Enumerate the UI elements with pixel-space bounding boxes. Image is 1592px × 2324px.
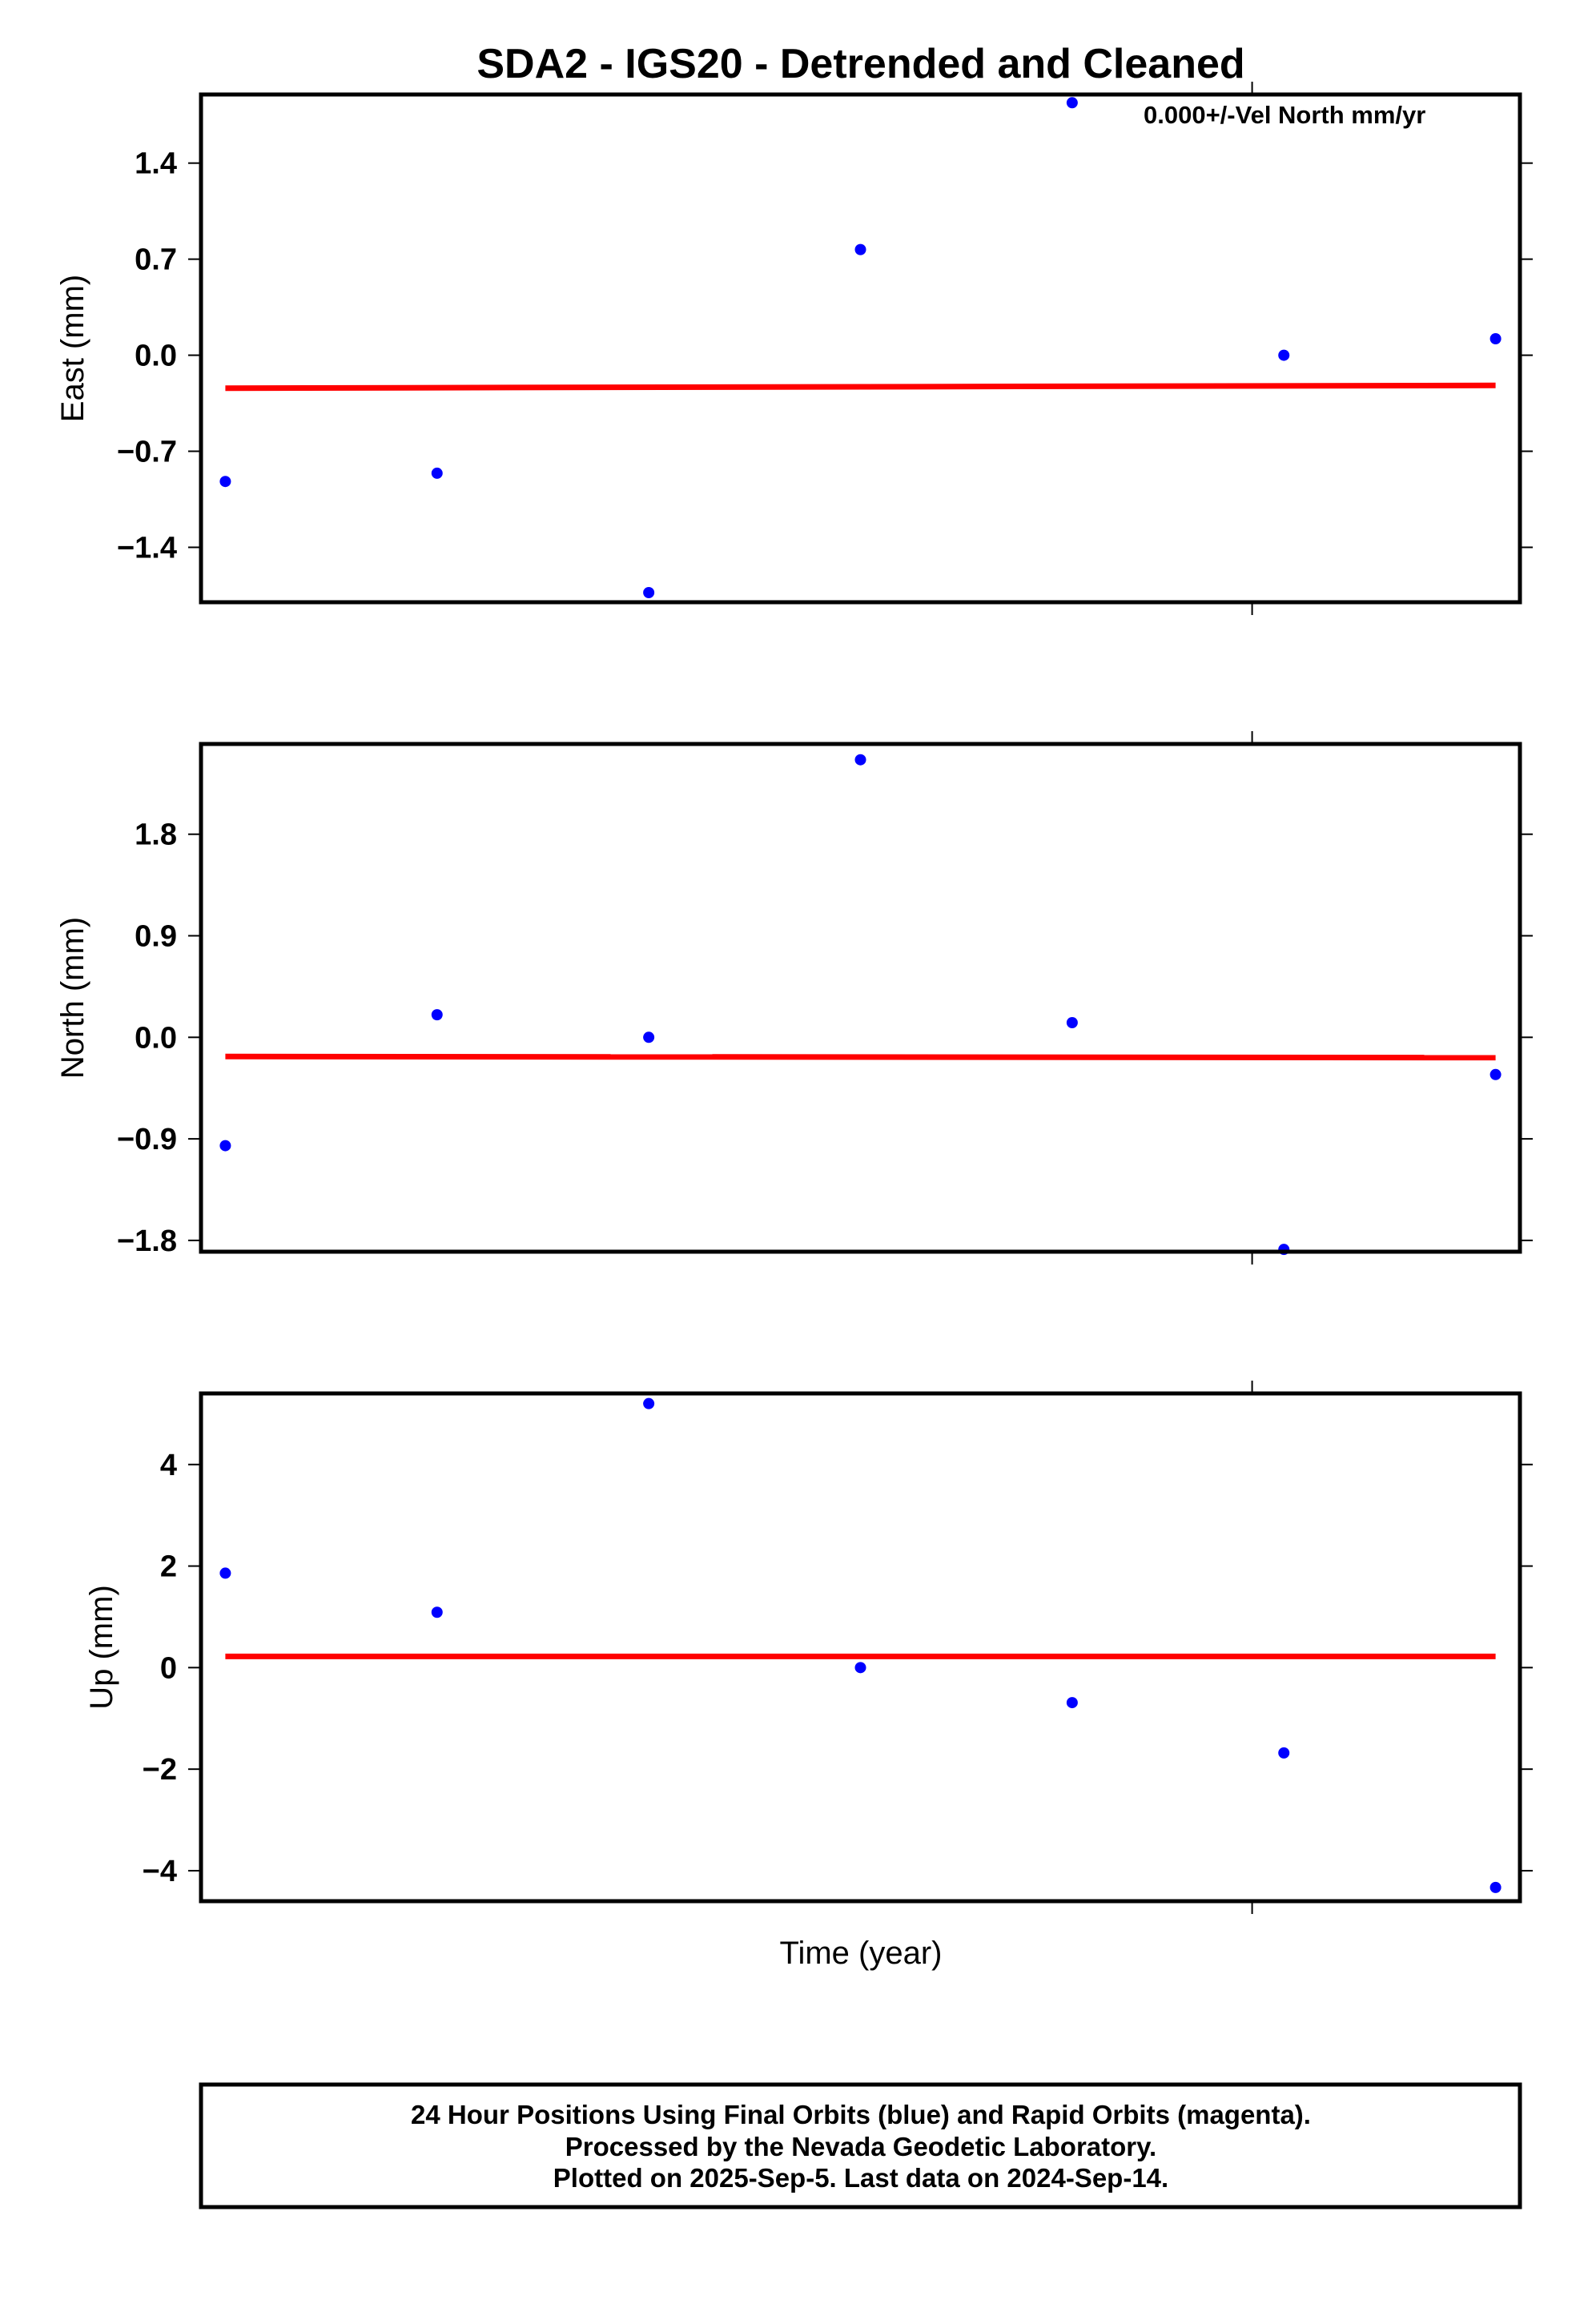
y-tick-label: 0.0 [135, 1021, 177, 1055]
velocity-note: 0.000+/-Vel North mm/yr [1144, 101, 1425, 129]
plot-frame [199, 742, 1522, 1254]
y-tick-label: −1.8 [117, 1224, 177, 1258]
data-point [431, 1009, 443, 1021]
data-point [1489, 1068, 1502, 1080]
fit-line [225, 1053, 1496, 1061]
y-tick-label: 0.7 [135, 243, 177, 277]
data-point [1066, 1016, 1078, 1028]
data-point [854, 754, 866, 766]
plot-frame [199, 1391, 1522, 1904]
y-tick-label: −0.9 [117, 1123, 177, 1156]
footer-line-1: 24 Hour Positions Using Final Orbits (bl… [411, 2100, 1311, 2129]
footer-line-3: Plotted on 2025-Sep-5. Last data on 2024… [553, 2163, 1168, 2193]
data-point [1278, 349, 1290, 361]
footer-line-2: Processed by the Nevada Geodetic Laborat… [565, 2132, 1156, 2161]
y-tick-label: −0.7 [117, 436, 177, 469]
y-tick-label: 1.4 [135, 147, 177, 181]
y-axis-label: North (mm) [55, 917, 90, 1079]
data-point [431, 467, 443, 479]
data-point [1489, 333, 1502, 345]
y-tick-label: 2 [160, 1550, 177, 1584]
data-point [643, 1031, 655, 1043]
data-point [1066, 97, 1078, 109]
data-point [219, 476, 231, 488]
y-tick-label: 0 [160, 1651, 177, 1685]
y-tick-label: −2 [143, 1753, 177, 1787]
panel-3: 4 2 0 −2 −4 Up (mm) [84, 1381, 1533, 1914]
data-point [219, 1567, 231, 1579]
y-axis-label: Up (mm) [84, 1585, 119, 1710]
fit-line [225, 382, 1496, 392]
data-point [643, 587, 655, 599]
data-point [854, 1662, 866, 1674]
panel-1: 1.4 0.7 0.0 −0.7 −1.4 East (mm) 0.000+/-Vel No… [55, 82, 1533, 615]
data-point [1066, 1697, 1078, 1709]
footer-box [199, 2082, 1522, 2209]
data-point [1489, 1881, 1502, 1893]
y-tick-label: 0.9 [135, 920, 177, 954]
plot-frame [199, 92, 1522, 605]
chart-title: SDA2 - IGS20 - Detrended and Cleaned [476, 41, 1244, 87]
data-point [643, 1397, 655, 1409]
data-point [219, 1140, 231, 1152]
y-axis-label: East (mm) [55, 275, 90, 422]
data-point [1278, 1747, 1290, 1759]
y-tick-label: 4 [160, 1449, 177, 1482]
x-axis-label: Time (year) [780, 1936, 943, 1971]
y-tick-label: −1.4 [117, 531, 177, 565]
y-tick-label: 1.8 [135, 818, 177, 852]
y-tick-label: 0.0 [135, 340, 177, 373]
data-point [431, 1606, 443, 1618]
panel-2: 1.8 0.9 0.0 −0.9 −1.8 North (mm) [55, 731, 1533, 1265]
y-tick-label: −4 [143, 1855, 177, 1888]
data-point [854, 243, 866, 255]
